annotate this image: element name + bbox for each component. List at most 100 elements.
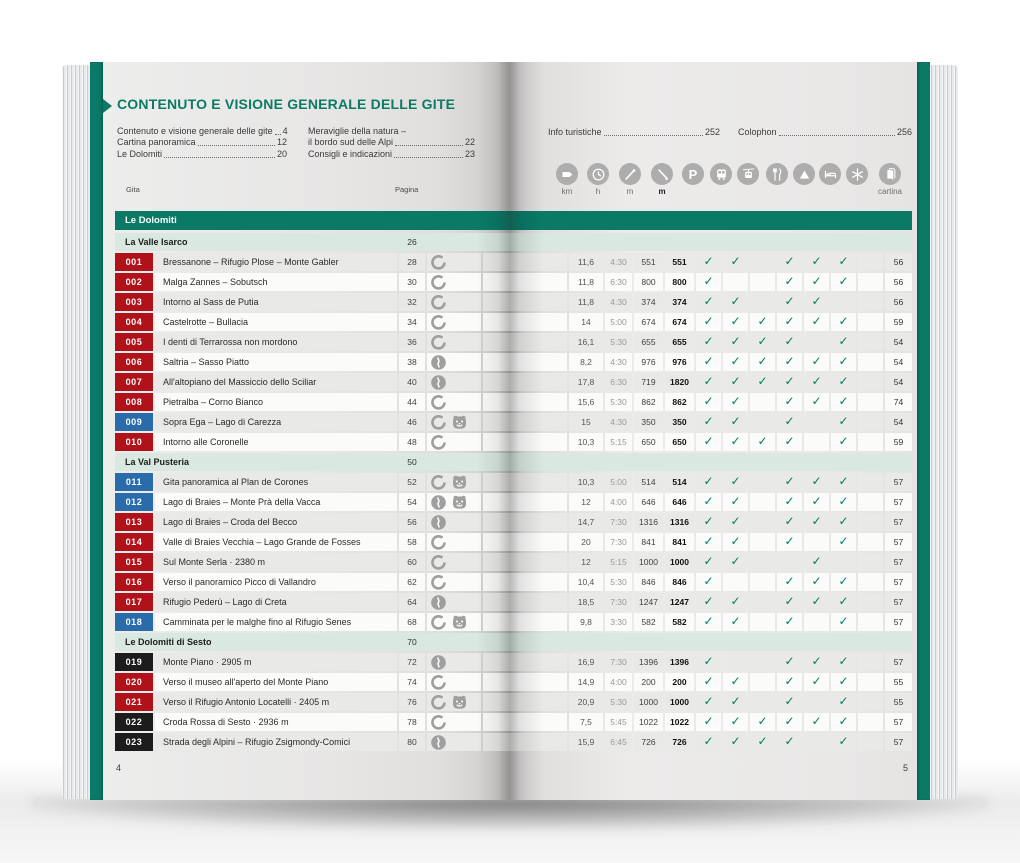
feature-cell-peak: ✓ xyxy=(804,573,829,591)
legend-item: h xyxy=(583,163,613,196)
legend-item: m xyxy=(647,163,677,196)
feature-cell-peak: ✓ xyxy=(804,513,829,531)
legend-icon-label: m xyxy=(658,187,666,196)
checkmark-icon: ✓ xyxy=(757,374,768,388)
feature-cell-snowflake xyxy=(858,253,883,271)
toc-entry: Info turistiche 252 xyxy=(548,126,720,138)
feature-cell-bed: ✓ xyxy=(831,713,856,731)
checkmark-icon: ✓ xyxy=(730,734,741,748)
tour-row: 003 Intorno al Sass de Putia 32 11,8 4:30 374… xyxy=(115,293,912,311)
tour-km: 15,9 xyxy=(569,733,603,751)
column-label-gita: Gita xyxy=(126,185,140,194)
tour-descent: 514 xyxy=(665,473,694,491)
checkmark-icon: ✓ xyxy=(811,274,822,288)
checkmark-icon: ✓ xyxy=(757,314,768,328)
tour-descent: 582 xyxy=(665,613,694,631)
feature-cell-cablecar xyxy=(750,613,775,631)
checkmark-icon: ✓ xyxy=(838,594,849,608)
tour-ascent: 862 xyxy=(634,393,663,411)
checkmark-icon: ✓ xyxy=(784,514,795,528)
tour-page: 58 xyxy=(399,533,425,551)
spacer-cell xyxy=(483,333,567,351)
snowflake-icon xyxy=(846,163,868,185)
tour-page: 38 xyxy=(399,353,425,371)
checkmark-icon: ✓ xyxy=(730,534,741,548)
checkmark-icon: ✓ xyxy=(838,374,849,388)
checkmark-icon: ✓ xyxy=(784,274,795,288)
tour-km: 10,3 xyxy=(569,473,603,491)
map-icon xyxy=(879,163,901,185)
toc-leader-dots xyxy=(394,156,463,158)
checkmark-icon: ✓ xyxy=(730,494,741,508)
tour-title: Lago di Braies – Croda del Becco xyxy=(155,513,397,531)
tour-duration: 4:30 xyxy=(605,413,632,431)
tour-descent: 1316 xyxy=(665,513,694,531)
tour-type-icons xyxy=(427,413,481,431)
section-name: La Valle Isarco xyxy=(125,237,188,247)
tour-map-number: 55 xyxy=(885,673,912,691)
feature-cell-restaurant: ✓ xyxy=(777,253,802,271)
checkmark-icon: ✓ xyxy=(811,494,822,508)
toc-entry-label: Meraviglie della natura – xyxy=(308,125,407,136)
linear-route-icon xyxy=(430,734,447,751)
feature-cell-restaurant: ✓ xyxy=(777,693,802,711)
checkmark-icon: ✓ xyxy=(811,254,822,268)
feature-cell-snowflake xyxy=(858,613,883,631)
tour-title: Intorno al Sass de Putia xyxy=(155,293,397,311)
tour-duration: 6:45 xyxy=(605,733,632,751)
checkmark-icon: ✓ xyxy=(703,294,714,308)
tour-km: 15 xyxy=(569,413,603,431)
spacer-cell xyxy=(483,433,567,451)
right-page-stack-edge xyxy=(930,64,958,800)
tour-number-badge: 017 xyxy=(115,593,153,611)
feature-cell-cablecar xyxy=(750,533,775,551)
feature-cell-parking: ✓ xyxy=(696,393,721,411)
tour-km: 16,1 xyxy=(569,333,603,351)
toc-info-turistiche: Info turistiche 252 xyxy=(548,126,720,138)
legend-item: cartina xyxy=(875,163,905,196)
bed-icon xyxy=(819,163,841,185)
tour-title: I denti di Terrarossa non mordono xyxy=(155,333,397,351)
checkmark-icon: ✓ xyxy=(784,734,795,748)
tour-type-icons xyxy=(427,373,481,391)
tour-descent: 1022 xyxy=(665,713,694,731)
tour-map-number: 57 xyxy=(885,733,912,751)
checkmark-icon: ✓ xyxy=(730,434,741,448)
feature-cell-bed: ✓ xyxy=(831,613,856,631)
tour-page: 44 xyxy=(399,393,425,411)
tour-number-badge: 008 xyxy=(115,393,153,411)
checkmark-icon: ✓ xyxy=(703,354,714,368)
feature-cell-bus: ✓ xyxy=(723,693,748,711)
checkmark-icon: ✓ xyxy=(784,354,795,368)
tour-km: 11,8 xyxy=(569,273,603,291)
checkmark-icon: ✓ xyxy=(730,354,741,368)
tour-number-badge: 018 xyxy=(115,613,153,631)
feature-cell-snowflake xyxy=(858,313,883,331)
checkmark-icon: ✓ xyxy=(703,614,714,628)
spacer-cell xyxy=(483,493,567,511)
checkmark-icon: ✓ xyxy=(838,574,849,588)
feature-cell-restaurant: ✓ xyxy=(777,273,802,291)
checkmark-icon: ✓ xyxy=(838,474,849,488)
tour-number-badge: 012 xyxy=(115,493,153,511)
table-section-row: Le Dolomiti di Sesto 70 xyxy=(115,633,912,651)
checkmark-icon: ✓ xyxy=(703,414,714,428)
tour-ascent: 1000 xyxy=(634,693,663,711)
feature-cell-cablecar: ✓ xyxy=(750,433,775,451)
circular-route-icon xyxy=(430,534,447,551)
feature-cell-restaurant: ✓ xyxy=(777,733,802,751)
tour-number-badge: 010 xyxy=(115,433,153,451)
tour-map-number: 74 xyxy=(885,393,912,411)
tour-row: 004 Castelrotte – Bullacia 34 14 5:00 674 674 ✓… xyxy=(115,313,912,331)
tour-number-badge: 005 xyxy=(115,333,153,351)
feature-cell-bed: ✓ xyxy=(831,673,856,691)
cablecar-icon xyxy=(737,163,759,185)
feature-cell-snowflake xyxy=(858,533,883,551)
tour-km: 12 xyxy=(569,493,603,511)
feature-cell-peak xyxy=(804,433,829,451)
checkmark-icon: ✓ xyxy=(703,374,714,388)
checkmark-icon: ✓ xyxy=(757,434,768,448)
tour-map-number: 56 xyxy=(885,273,912,291)
feature-cell-restaurant: ✓ xyxy=(777,373,802,391)
tour-row: 001 Bressanone – Rifugio Plose – Monte Ga… xyxy=(115,253,912,271)
